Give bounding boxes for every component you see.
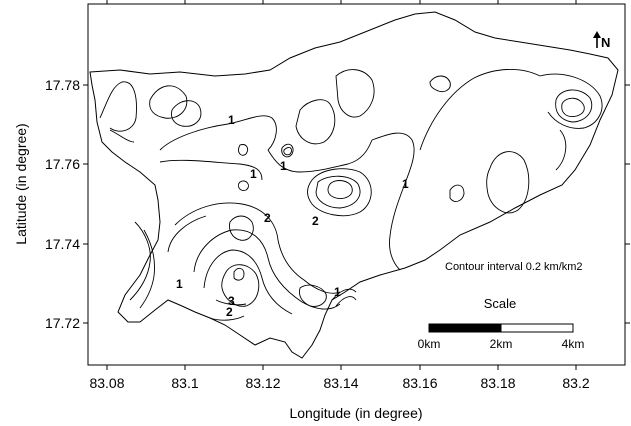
- x-tick-label: 83.08: [89, 375, 124, 391]
- contour-value-label: 1: [250, 167, 257, 181]
- north-arrow: N: [593, 31, 610, 50]
- x-tick-label: 83.14: [323, 375, 358, 391]
- contour-value-label: 2: [312, 214, 319, 228]
- contour-value-label: 3: [228, 294, 235, 308]
- contour-value-label: 1: [280, 159, 287, 173]
- y-tick-label: 17.72: [45, 315, 80, 331]
- scale-label-0: 0km: [418, 337, 441, 351]
- scale-label-4: 4km: [562, 337, 585, 351]
- x-axis-title: Longitude (in degree): [289, 405, 422, 421]
- north-label: N: [601, 35, 610, 50]
- contour-value-label: 2: [264, 211, 271, 225]
- y-tick-label: 17.76: [45, 156, 80, 172]
- x-tick-label: 83.12: [245, 375, 280, 391]
- scale-segment-light: [500, 323, 574, 333]
- scale-title: Scale: [484, 296, 517, 311]
- plot-frame: [87, 3, 626, 366]
- y-tick-label: 17.78: [45, 77, 80, 93]
- contour-lines: [99, 68, 603, 321]
- scale-label-2: 2km: [490, 337, 513, 351]
- x-tick-label: 83.1: [171, 375, 198, 391]
- contour-interval-note: Contour interval 0.2 km/km2: [445, 261, 583, 273]
- y-axis-title: Latitude (in degree): [13, 123, 29, 244]
- contour-value-label: 1: [334, 285, 341, 299]
- scale-segment-dark: [428, 323, 502, 333]
- x-tick-label: 83.16: [402, 375, 437, 391]
- y-tick-label: 17.74: [45, 236, 80, 252]
- y-ticks: [83, 84, 630, 324]
- study-area-boundary: [89, 11, 619, 359]
- contour-value-label: 1: [228, 113, 235, 127]
- scale-bar: Scale 0km 2km 4km: [418, 296, 585, 351]
- contour-value-label: 1: [176, 277, 183, 291]
- x-tick-label: 83.18: [480, 375, 515, 391]
- contour-value-label: 1: [402, 177, 409, 191]
- x-tick-label: 83.2: [562, 375, 589, 391]
- x-ticks: [106, 0, 577, 370]
- contour-value-label: 2: [226, 305, 233, 319]
